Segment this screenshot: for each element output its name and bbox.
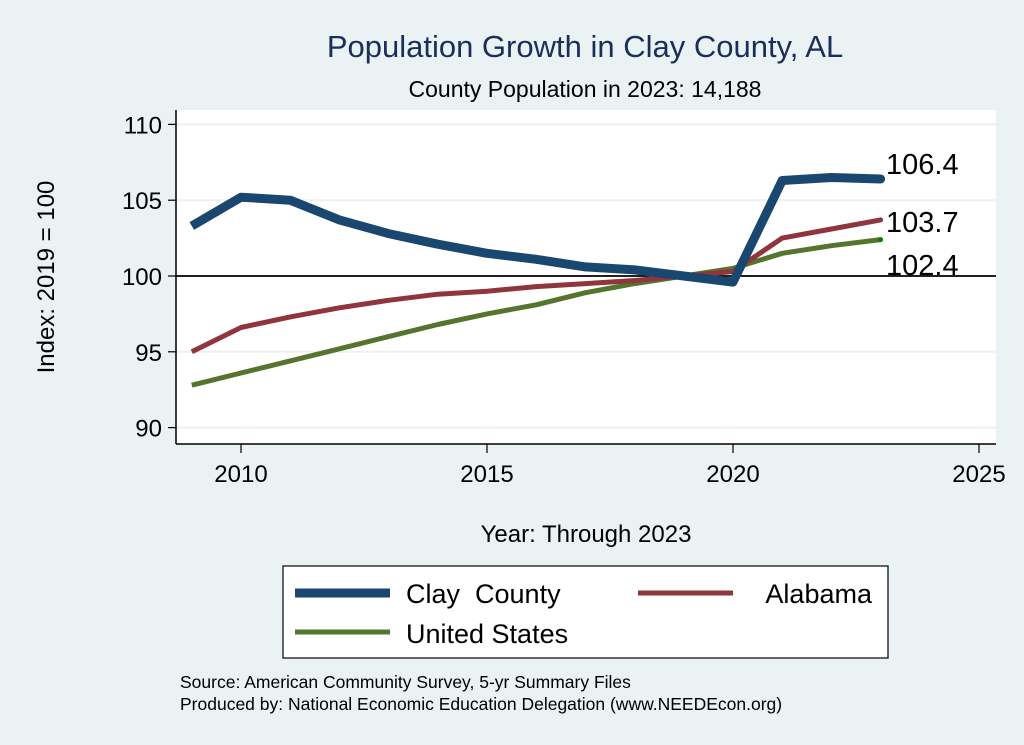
end-marker-united-states	[878, 237, 884, 243]
end-marker-clay-county	[876, 174, 886, 184]
chart-title: Population Growth in Clay County, AL	[327, 29, 843, 64]
y-tick-label: 95	[135, 340, 162, 367]
y-tick-label: 100	[122, 264, 162, 291]
end-marker-alabama	[878, 217, 884, 223]
legend-box	[282, 565, 889, 659]
y-tick-label: 110	[124, 112, 162, 139]
end-label-alabama: 103.7	[886, 207, 959, 239]
legend: Clay County Alabama United States	[282, 565, 889, 659]
x-tick-label: 2025	[952, 461, 1005, 488]
end-label-united-states: 102.4	[886, 250, 959, 282]
y-axis-label: Index: 2019 = 100	[33, 181, 60, 374]
x-tick-label: 2010	[214, 461, 267, 488]
y-tick-label: 105	[122, 188, 162, 215]
x-tick-label: 2015	[460, 461, 513, 488]
x-axis-label: Year: Through 2023	[481, 521, 692, 548]
series-line-alabama	[190, 217, 882, 355]
series-line-clay-county	[189, 173, 881, 287]
legend-label-alabama: Alabama	[765, 579, 873, 609]
legend-label-united-states: United States	[406, 619, 568, 649]
y-tick-label: 90	[135, 416, 162, 443]
x-tick-label: 2020	[706, 461, 759, 488]
end-label-clay-county: 106.4	[886, 149, 959, 181]
series-line-united-states	[191, 237, 881, 388]
plot-area	[176, 110, 996, 444]
source-note: Source: American Community Survey, 5-yr …	[180, 672, 631, 692]
producer-note: Produced by: National Economic Education…	[180, 694, 782, 714]
legend-label-clay-county: Clay County	[406, 579, 561, 609]
chart-subtitle: County Population in 2023: 14,188	[409, 76, 762, 102]
